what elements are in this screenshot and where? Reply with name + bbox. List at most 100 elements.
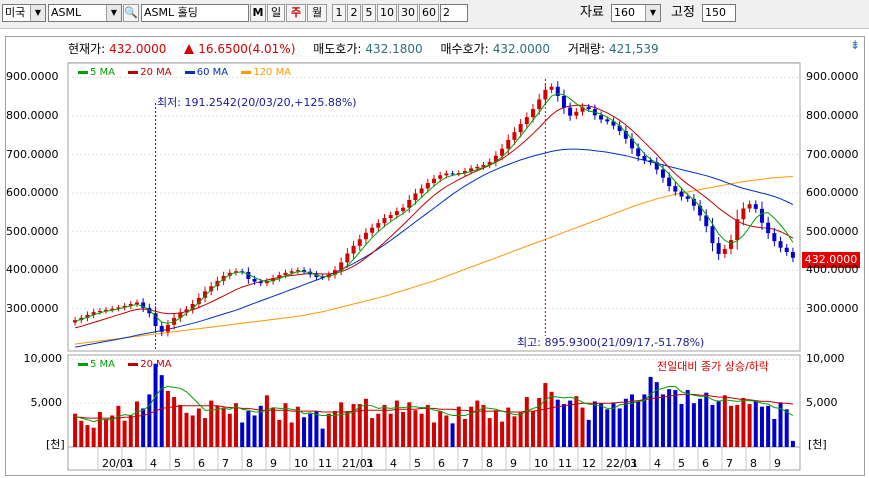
interval-60-button[interactable]: 60 [419,4,439,22]
dropdown-arrow-icon[interactable]: ▼ [106,5,121,21]
volume-bar [543,383,548,447]
price-tick-label-left: 800.0000 [6,109,59,122]
interval-10-button[interactable]: 10 [377,4,397,22]
data-count-select[interactable]: 160 ▼ [611,4,661,22]
price-label: 현재가: [68,42,106,56]
price-tick-label-left: 500.0000 [6,224,59,238]
interval-1-button[interactable]: 1 [332,4,346,22]
period-day-label: 일 [270,6,282,19]
interval-input[interactable]: 2 [440,4,468,22]
candle-body [165,324,170,332]
candle-body [543,89,548,100]
candle-body [648,160,653,163]
candle-body [332,270,337,275]
bid-label: 매수호가: [440,42,489,56]
stock-name-field: ASML 홀딩 [141,4,249,22]
candle-body [357,239,362,246]
candle-body [630,138,635,149]
price-tick-label-right: 400.0000 [806,263,859,277]
candle-body [568,107,573,116]
volume-bar [159,375,164,447]
volume-bar [196,408,201,447]
price-tick-label-left: 400.0000 [6,263,59,277]
candle-body [654,162,659,170]
volume-legend: 5 MA 20 MA [78,359,182,370]
volume-tick-label-left: 5,000 [30,396,63,410]
volume-bar [357,404,362,447]
interval-30-button[interactable]: 30 [398,4,418,22]
x-tick-label: 3 [366,457,373,470]
ma5-line [74,93,794,324]
volume-ma20-line [75,393,793,419]
settings-arrow-icon[interactable]: ⇟ [850,38,861,52]
market-select[interactable]: 미국 ▼ [2,4,46,22]
symbol-input[interactable]: ASML ▼ [48,4,122,22]
dropdown-arrow-icon[interactable]: ▼ [30,5,45,21]
period-week-button[interactable]: 주 [286,4,306,22]
candle-body [122,305,127,308]
volume-bar [432,422,436,447]
volume-bar [698,398,703,447]
candle-body [766,222,771,234]
volume-bar [660,394,665,447]
x-tick-label: 11 [558,457,572,470]
price-legend: 5 MA 20 MA 60 MA 120 MA [78,67,301,78]
candle-body [729,240,734,249]
volume-bar [784,409,789,447]
volume-bar [345,411,350,447]
candle-body [735,219,740,241]
volume-bar [592,401,597,447]
dropdown-arrow-icon[interactable]: ▼ [645,5,660,21]
candle-body [277,275,282,279]
candle-body [784,247,789,252]
volume-tick-label-left: 10,000 [23,352,63,366]
candle-body [481,164,486,167]
m-button[interactable]: M [250,4,266,22]
candle-body [221,275,226,281]
volume-bar [685,390,690,447]
up-triangle-icon [184,44,195,54]
interval-5-button[interactable]: 5 [362,4,376,22]
x-tick-label: 11 [318,457,332,470]
x-tick-label: 6 [438,457,445,470]
legend-ma120: 120 MA [241,67,291,78]
price-tick-label-right: 700.0000 [806,147,859,161]
candle-body [283,272,288,276]
volume-bar [444,415,449,447]
candle-body [531,109,536,118]
price-tick-label-right: 600.0000 [806,186,859,200]
volume-bar [221,407,226,447]
candle-body [339,262,344,271]
price-change: 16.6500(4.01%) [198,42,296,56]
candle-body [401,207,406,212]
search-button[interactable]: 🔍 [123,4,139,22]
x-tick-label: 22/01 [606,457,638,470]
volume-bar [147,394,152,447]
candle-body [611,121,616,126]
volume-bar [73,413,78,447]
fix-input[interactable]: 150 [702,4,736,22]
volume-bar [778,402,783,447]
legend-ma5-label: 5 MA [90,67,116,78]
toolbar: 미국 ▼ ASML ▼ 🔍 ASML 홀딩 M 일 주 월 1 2 5 10 3… [0,0,869,29]
period-month-button[interactable]: 월 [307,4,327,22]
interval-2-button[interactable]: 2 [347,4,361,22]
data-count-value: 160 [614,6,635,19]
candle-body [85,314,90,318]
price-tick-label-right: 900.0000 [806,70,859,84]
x-tick-label: 3 [126,457,133,470]
volume-bar [753,400,758,447]
candle-body [636,148,641,157]
candle-body [698,205,703,216]
volume-bar [308,413,313,447]
candle-body [691,198,696,206]
legend-ma5-swatch [78,70,88,74]
candle-body [438,175,443,179]
x-tick-label: 7 [726,457,733,470]
volume-bar [134,401,139,447]
price-tick-label-right: 800.0000 [806,109,859,122]
candle-body [500,148,505,156]
x-tick-label: 5 [174,457,181,470]
period-day-button[interactable]: 일 [267,4,285,22]
